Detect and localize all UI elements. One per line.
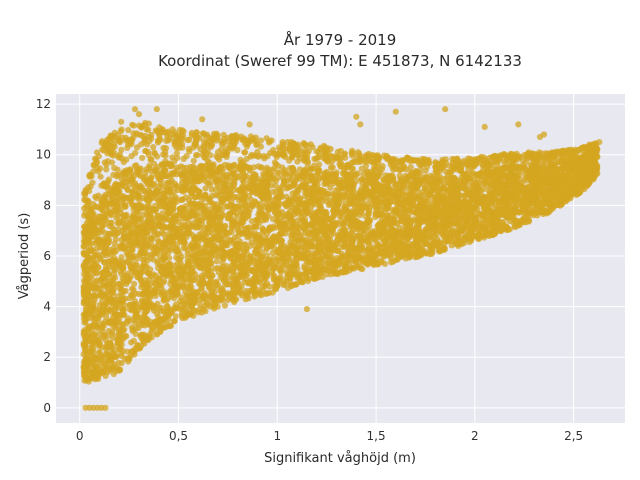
data-point xyxy=(118,352,125,359)
data-point xyxy=(122,212,129,219)
data-point xyxy=(220,276,227,283)
data-point xyxy=(236,238,243,245)
data-point xyxy=(117,209,124,217)
data-point xyxy=(251,282,258,289)
data-point xyxy=(171,317,178,324)
data-point xyxy=(525,218,533,225)
data-point xyxy=(527,209,534,216)
data-point xyxy=(224,195,231,202)
data-point xyxy=(301,184,308,191)
data-point xyxy=(270,216,277,223)
data-point xyxy=(112,209,119,216)
data-point xyxy=(358,176,366,183)
data-point xyxy=(240,174,247,182)
data-point xyxy=(108,219,115,226)
data-point xyxy=(135,193,142,200)
data-point xyxy=(115,226,122,233)
chart-subtitle: Koordinat (Sweref 99 TM): E 451873, N 61… xyxy=(158,52,522,70)
data-point xyxy=(181,209,188,216)
data-point xyxy=(186,230,193,237)
data-point xyxy=(178,253,185,260)
data-points xyxy=(80,106,603,411)
data-point xyxy=(310,178,317,185)
data-point xyxy=(131,280,138,287)
data-point xyxy=(275,257,282,265)
data-point xyxy=(83,258,90,265)
data-point xyxy=(306,275,313,282)
data-point xyxy=(272,182,279,189)
data-point xyxy=(154,231,161,238)
data-point xyxy=(412,231,419,238)
data-point xyxy=(123,333,130,340)
data-point xyxy=(209,272,216,279)
data-point xyxy=(218,244,225,251)
data-point xyxy=(323,198,330,205)
data-point xyxy=(129,175,136,182)
data-point xyxy=(141,256,148,263)
data-point xyxy=(88,248,95,255)
data-point xyxy=(217,195,225,202)
data-point xyxy=(522,211,529,218)
data-point xyxy=(121,326,128,333)
data-point xyxy=(178,238,185,245)
data-point xyxy=(169,244,176,251)
data-point xyxy=(267,242,274,249)
data-point xyxy=(315,239,322,247)
data-point xyxy=(136,168,143,175)
data-point xyxy=(158,289,165,296)
data-point xyxy=(270,176,277,183)
data-point xyxy=(132,269,139,276)
data-point xyxy=(149,225,156,232)
data-point xyxy=(365,222,373,230)
data-point xyxy=(247,277,254,284)
data-point xyxy=(332,247,339,254)
data-point xyxy=(181,230,188,237)
data-point xyxy=(93,203,100,210)
data-point xyxy=(194,244,201,251)
data-point xyxy=(253,274,261,281)
data-point xyxy=(481,185,488,192)
data-point xyxy=(124,355,131,362)
data-point xyxy=(96,213,103,220)
data-point xyxy=(375,222,382,229)
data-point xyxy=(243,250,250,257)
data-point xyxy=(106,210,113,217)
data-point xyxy=(258,209,265,216)
data-point xyxy=(213,279,220,286)
data-point xyxy=(244,234,251,241)
data-point xyxy=(481,234,488,241)
data-point xyxy=(130,286,137,293)
data-point xyxy=(261,213,268,221)
data-point xyxy=(138,216,145,223)
data-point xyxy=(171,262,178,269)
data-point xyxy=(146,164,153,172)
data-point xyxy=(107,230,114,237)
data-point xyxy=(280,280,287,287)
data-point xyxy=(131,162,138,170)
data-point xyxy=(217,188,224,195)
data-point xyxy=(441,181,448,188)
data-point xyxy=(371,236,378,243)
data-point xyxy=(158,304,165,311)
data-point xyxy=(202,185,209,192)
data-point xyxy=(126,318,133,325)
data-point xyxy=(226,182,233,190)
data-point xyxy=(443,175,450,182)
data-point xyxy=(198,286,205,293)
data-point xyxy=(277,230,285,238)
data-point xyxy=(191,235,198,243)
data-point xyxy=(137,275,144,282)
data-point xyxy=(302,189,309,196)
data-point xyxy=(170,286,177,293)
data-point xyxy=(178,171,185,179)
data-point xyxy=(223,171,230,178)
data-point xyxy=(257,279,264,286)
data-point xyxy=(264,290,271,297)
data-point xyxy=(167,322,174,329)
data-point xyxy=(95,284,102,291)
chart-title: År 1979 - 2019 xyxy=(284,30,397,49)
data-point xyxy=(244,213,251,220)
data-point xyxy=(388,259,395,266)
